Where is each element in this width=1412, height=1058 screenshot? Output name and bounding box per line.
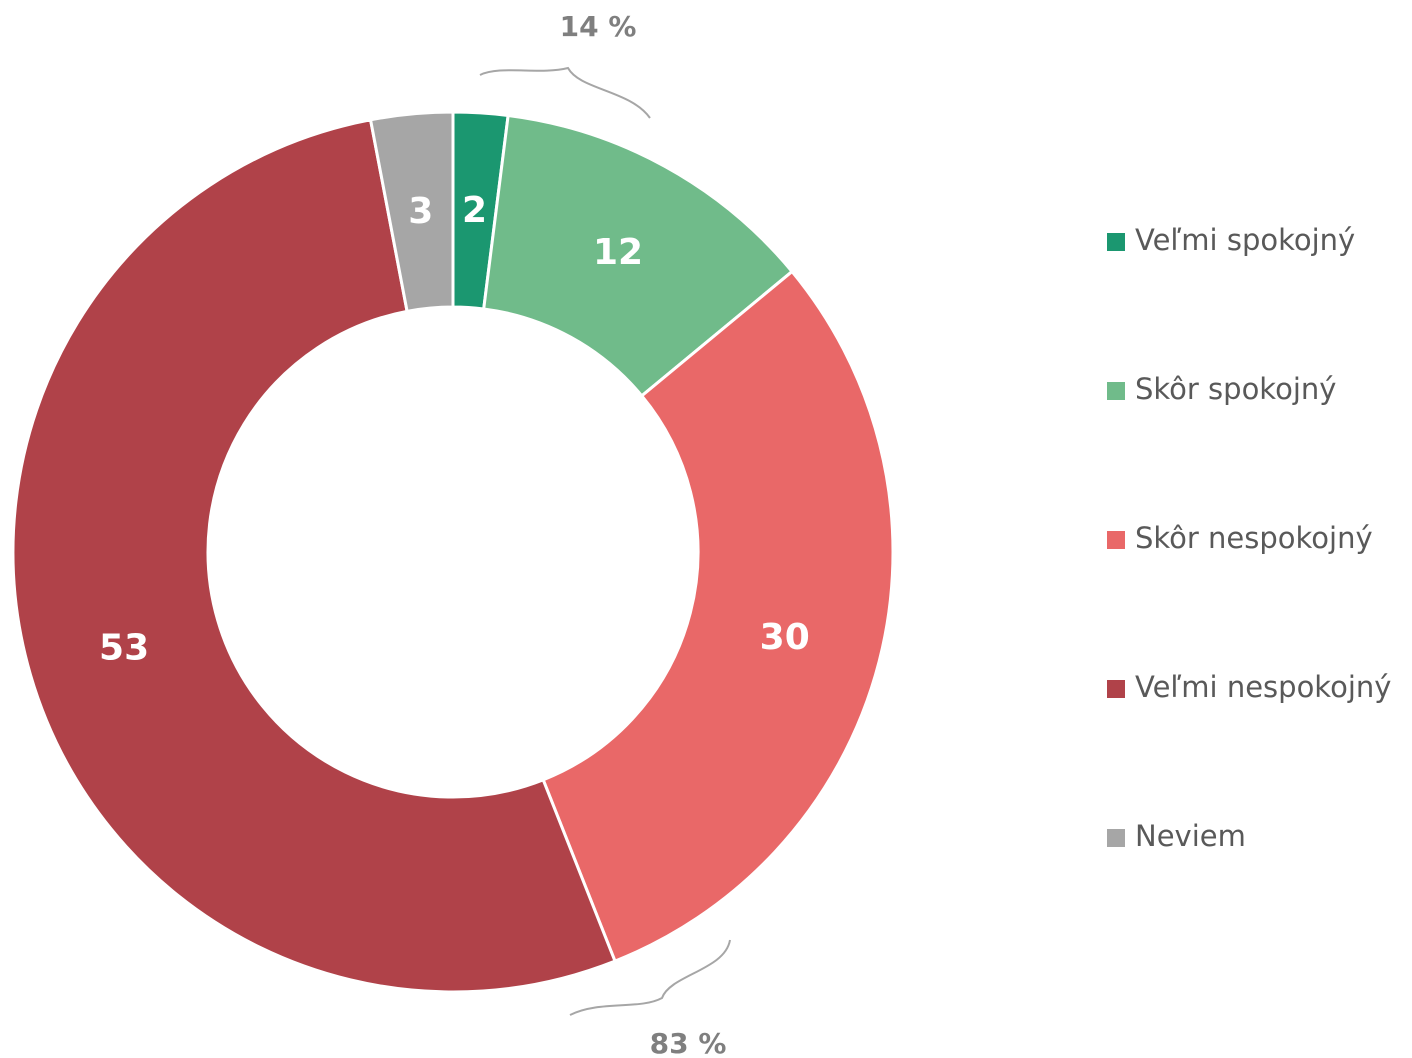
slice: [368, 110, 455, 314]
data-label: 3: [408, 191, 433, 232]
legend-label: Neviem: [1135, 819, 1246, 853]
data-label: 2: [462, 190, 487, 231]
data-label: 53: [99, 628, 149, 669]
data-label: 12: [593, 232, 643, 273]
slice: [541, 269, 895, 964]
legend-label: Skôr spokojný: [1135, 372, 1336, 406]
legend-swatch: [1107, 382, 1125, 400]
legend-label: Veľmi spokojný: [1135, 223, 1355, 257]
legend-label: Veľmi nespokojný: [1135, 670, 1391, 704]
data-label: 30: [760, 617, 810, 658]
annotation: 14 %: [560, 10, 637, 43]
legend-swatch: [1107, 531, 1125, 549]
slice: [11, 118, 617, 994]
legend-swatch: [1107, 680, 1125, 698]
brace: [569, 939, 731, 1016]
legend-swatch: [1107, 233, 1125, 251]
legend-swatch: [1107, 829, 1125, 847]
brace: [479, 66, 651, 119]
annotation: 83 %: [650, 1027, 727, 1058]
legend-label: Skôr nespokojný: [1135, 521, 1373, 555]
